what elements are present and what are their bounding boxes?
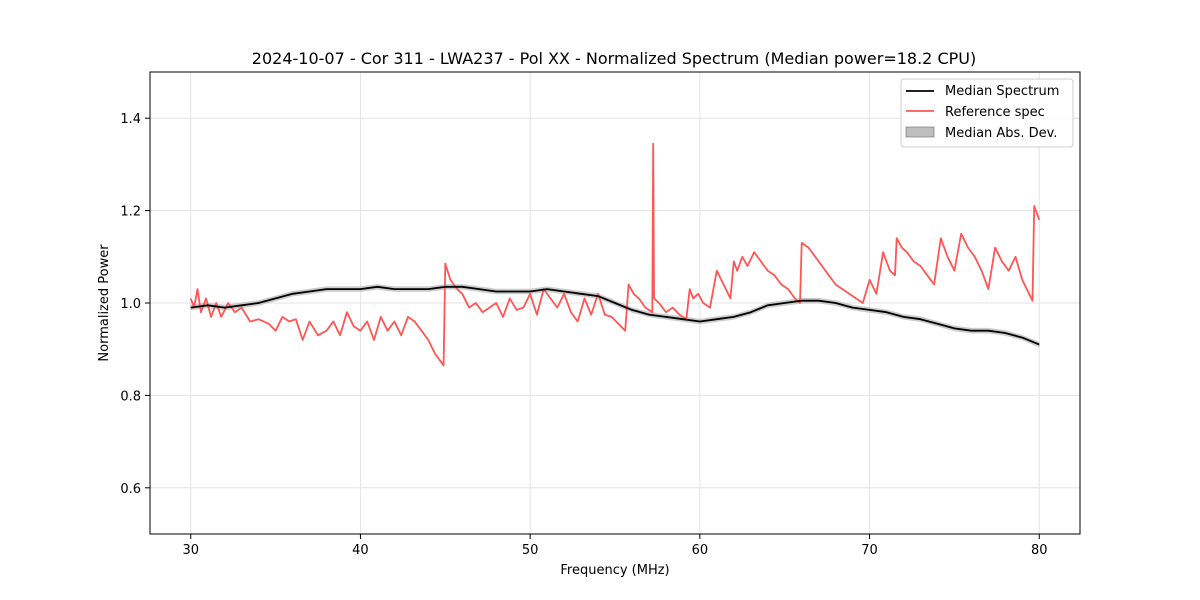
- x-tick-label: 70: [861, 543, 878, 558]
- y-tick-label: 0.6: [120, 482, 141, 497]
- x-tick-label: 40: [352, 543, 369, 558]
- y-tick-label: 1.2: [120, 205, 141, 220]
- x-tick-label: 80: [1031, 543, 1048, 558]
- axis-ticks: 30 40 50 60 70 80 0.6 0.8 1.0 1.2 1.4: [120, 112, 1047, 558]
- legend-label-mad: Median Abs. Dev.: [945, 126, 1057, 141]
- y-tick-label: 1.0: [120, 297, 141, 312]
- legend-box: [900, 78, 1074, 148]
- y-tick-label: 1.4: [120, 112, 141, 127]
- median-spectrum-line: [190, 285, 1040, 346]
- chart-title: 2024-10-07 - Cor 311 - LWA237 - Pol XX -…: [252, 49, 976, 68]
- legend-label-median: Median Spectrum: [945, 84, 1059, 99]
- x-tick-label: 50: [522, 543, 539, 558]
- reference-spectrum-line: [189, 142, 1041, 367]
- legend: Median Spectrum Reference spec Median Ab…: [900, 78, 1074, 148]
- legend-swatch-mad: [905, 126, 935, 138]
- x-axis-label: Frequency (MHz): [560, 563, 669, 578]
- legend-label-reference: Reference spec: [945, 105, 1045, 120]
- x-tick-label: 30: [182, 543, 199, 558]
- y-tick-label: 0.8: [120, 389, 141, 404]
- series-layer: [189, 142, 1041, 367]
- x-tick-label: 60: [692, 543, 709, 558]
- mad-band: [190, 284, 1040, 348]
- y-axis-label: Normalized Power: [97, 244, 112, 362]
